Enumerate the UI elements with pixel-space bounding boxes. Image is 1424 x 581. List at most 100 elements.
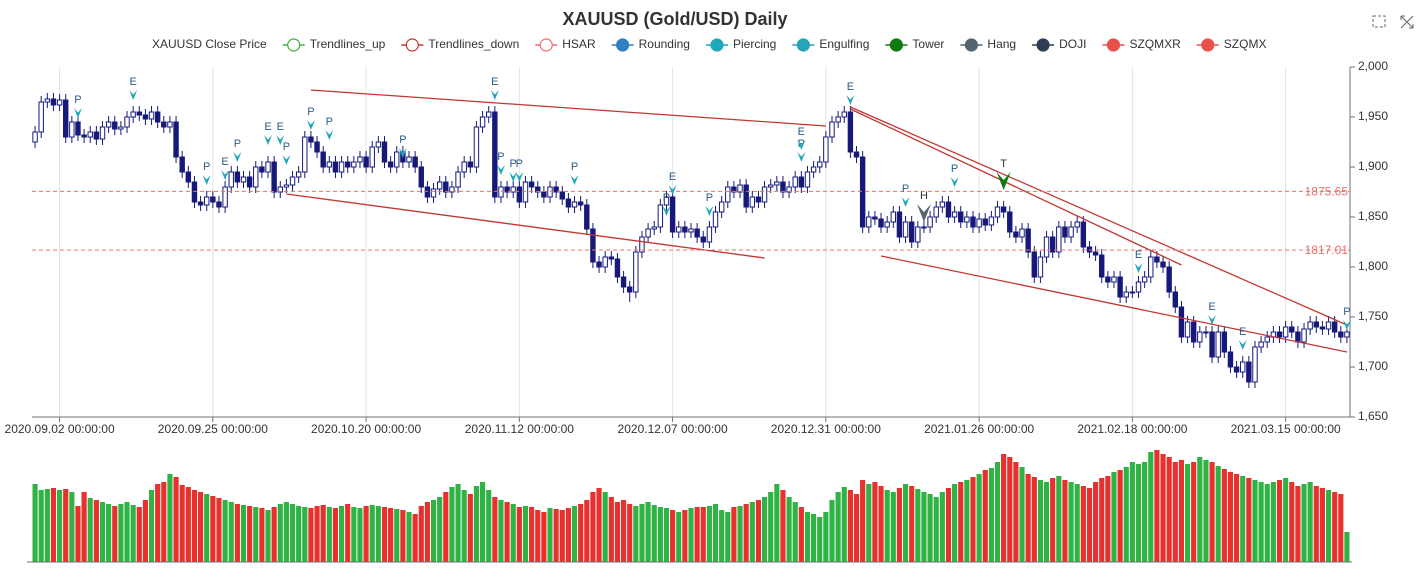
candle-body [516, 186, 523, 203]
legend-item[interactable]: Trendlines_up [282, 37, 386, 52]
volume-bar [388, 508, 394, 562]
volume-bar [234, 504, 240, 562]
candle-body [1233, 366, 1240, 373]
legend-item[interactable]: Engulfing [792, 37, 869, 52]
volume-bar [75, 506, 81, 562]
pattern-label: E [264, 121, 271, 133]
pattern-label: P [74, 94, 81, 106]
volume-bar [952, 484, 958, 562]
volume-bar [1086, 488, 1093, 562]
pattern-label: P [902, 183, 909, 195]
volume-bar [265, 510, 271, 562]
candle-body [185, 171, 192, 183]
volume-bar [1252, 480, 1258, 562]
volume-bar [1227, 472, 1234, 562]
y-tick-label: 2,000 [1358, 59, 1388, 73]
x-tick-label: 2020.12.31 00:00:00 [771, 422, 881, 436]
candle-body [853, 151, 860, 158]
legend-item[interactable]: Piercing [705, 37, 776, 52]
legend-item[interactable]: Trendlines_down [401, 37, 519, 52]
volume-bar [933, 497, 939, 562]
volume-bar [345, 504, 351, 562]
candle-body [253, 166, 259, 188]
candle-body [1227, 351, 1234, 368]
legend-item[interactable]: Hang [960, 37, 1016, 52]
candle-body [577, 201, 584, 206]
volume-bar [915, 489, 921, 562]
candle-body [761, 186, 768, 203]
candle-body [669, 196, 676, 233]
legend-item[interactable]: Rounding [611, 37, 690, 52]
volume-bar [381, 507, 388, 562]
legend-item[interactable]: HSAR [535, 37, 596, 52]
volume-bar [1160, 454, 1166, 562]
candle-body [1062, 226, 1068, 238]
trendline [310, 89, 826, 127]
volume-bar [712, 504, 719, 562]
candle-body [1019, 228, 1025, 238]
candle-body [829, 121, 835, 138]
volume-bar [1031, 477, 1037, 562]
volume-bar [535, 510, 541, 562]
legend-item[interactable]: XAUUSD Close Price [152, 37, 267, 51]
candle-body [375, 141, 382, 148]
pattern-marker [668, 185, 677, 195]
legend-item[interactable]: DOJI [1032, 37, 1086, 52]
restore-icon[interactable] [1400, 15, 1414, 29]
candle-body [835, 116, 841, 123]
candle-body [1313, 321, 1319, 328]
volume-bar [584, 500, 590, 562]
volume-bar [461, 490, 467, 562]
pattern-label: T [1000, 158, 1007, 170]
candle-body [105, 121, 112, 128]
pattern-marker [1208, 315, 1217, 325]
hsar-label: 1817.01 [1305, 243, 1349, 257]
volume-bar [1129, 462, 1135, 562]
volume-bar [1007, 457, 1013, 562]
volume-bar [1074, 484, 1080, 562]
candle-body [639, 236, 645, 253]
hsar-label: 1875.65 [1305, 185, 1349, 199]
candle-body [1252, 346, 1258, 383]
legend-symbol [405, 38, 419, 52]
volume-bar [835, 492, 841, 562]
candle-body [387, 161, 394, 168]
volume-bar [786, 497, 792, 562]
candle-body [1338, 331, 1344, 338]
pattern-marker [662, 206, 671, 216]
candle-body [976, 218, 982, 228]
candle-body [749, 196, 756, 208]
candle-body [1197, 331, 1203, 343]
volume-bar [719, 510, 725, 562]
volume-bar [1178, 460, 1184, 562]
volume-bar [216, 498, 222, 562]
candle-body [872, 216, 878, 220]
volume-bar [817, 517, 823, 562]
pattern-label: P [798, 138, 805, 150]
volume-bar [866, 484, 872, 562]
pattern-label: E [277, 121, 284, 133]
candle-body [810, 166, 817, 173]
volume-bar [1234, 474, 1240, 562]
toolbox[interactable] [1372, 15, 1414, 29]
volume-bar [185, 487, 191, 562]
candle-body [626, 286, 633, 293]
pattern-marker [398, 148, 407, 158]
candle-body [1190, 321, 1197, 343]
candle-body [866, 216, 872, 228]
x-tick-label: 2020.10.20 00:00:00 [311, 422, 421, 436]
volume-bar [1283, 478, 1289, 562]
volume-bar [1270, 482, 1276, 562]
volume-bar [1062, 480, 1068, 562]
legend-item[interactable]: SZQMX [1196, 37, 1267, 52]
legend-item[interactable]: SZQMXR [1102, 37, 1181, 52]
zoom-icon[interactable] [1372, 15, 1386, 28]
legend-item[interactable]: Tower [885, 37, 944, 52]
candle-body [1282, 326, 1289, 338]
candle-body [93, 131, 100, 140]
volume-bar [529, 507, 535, 562]
candle-body [1184, 321, 1191, 338]
volume-bar [424, 502, 430, 562]
candle-body [87, 131, 93, 138]
volume-bar [565, 508, 571, 562]
